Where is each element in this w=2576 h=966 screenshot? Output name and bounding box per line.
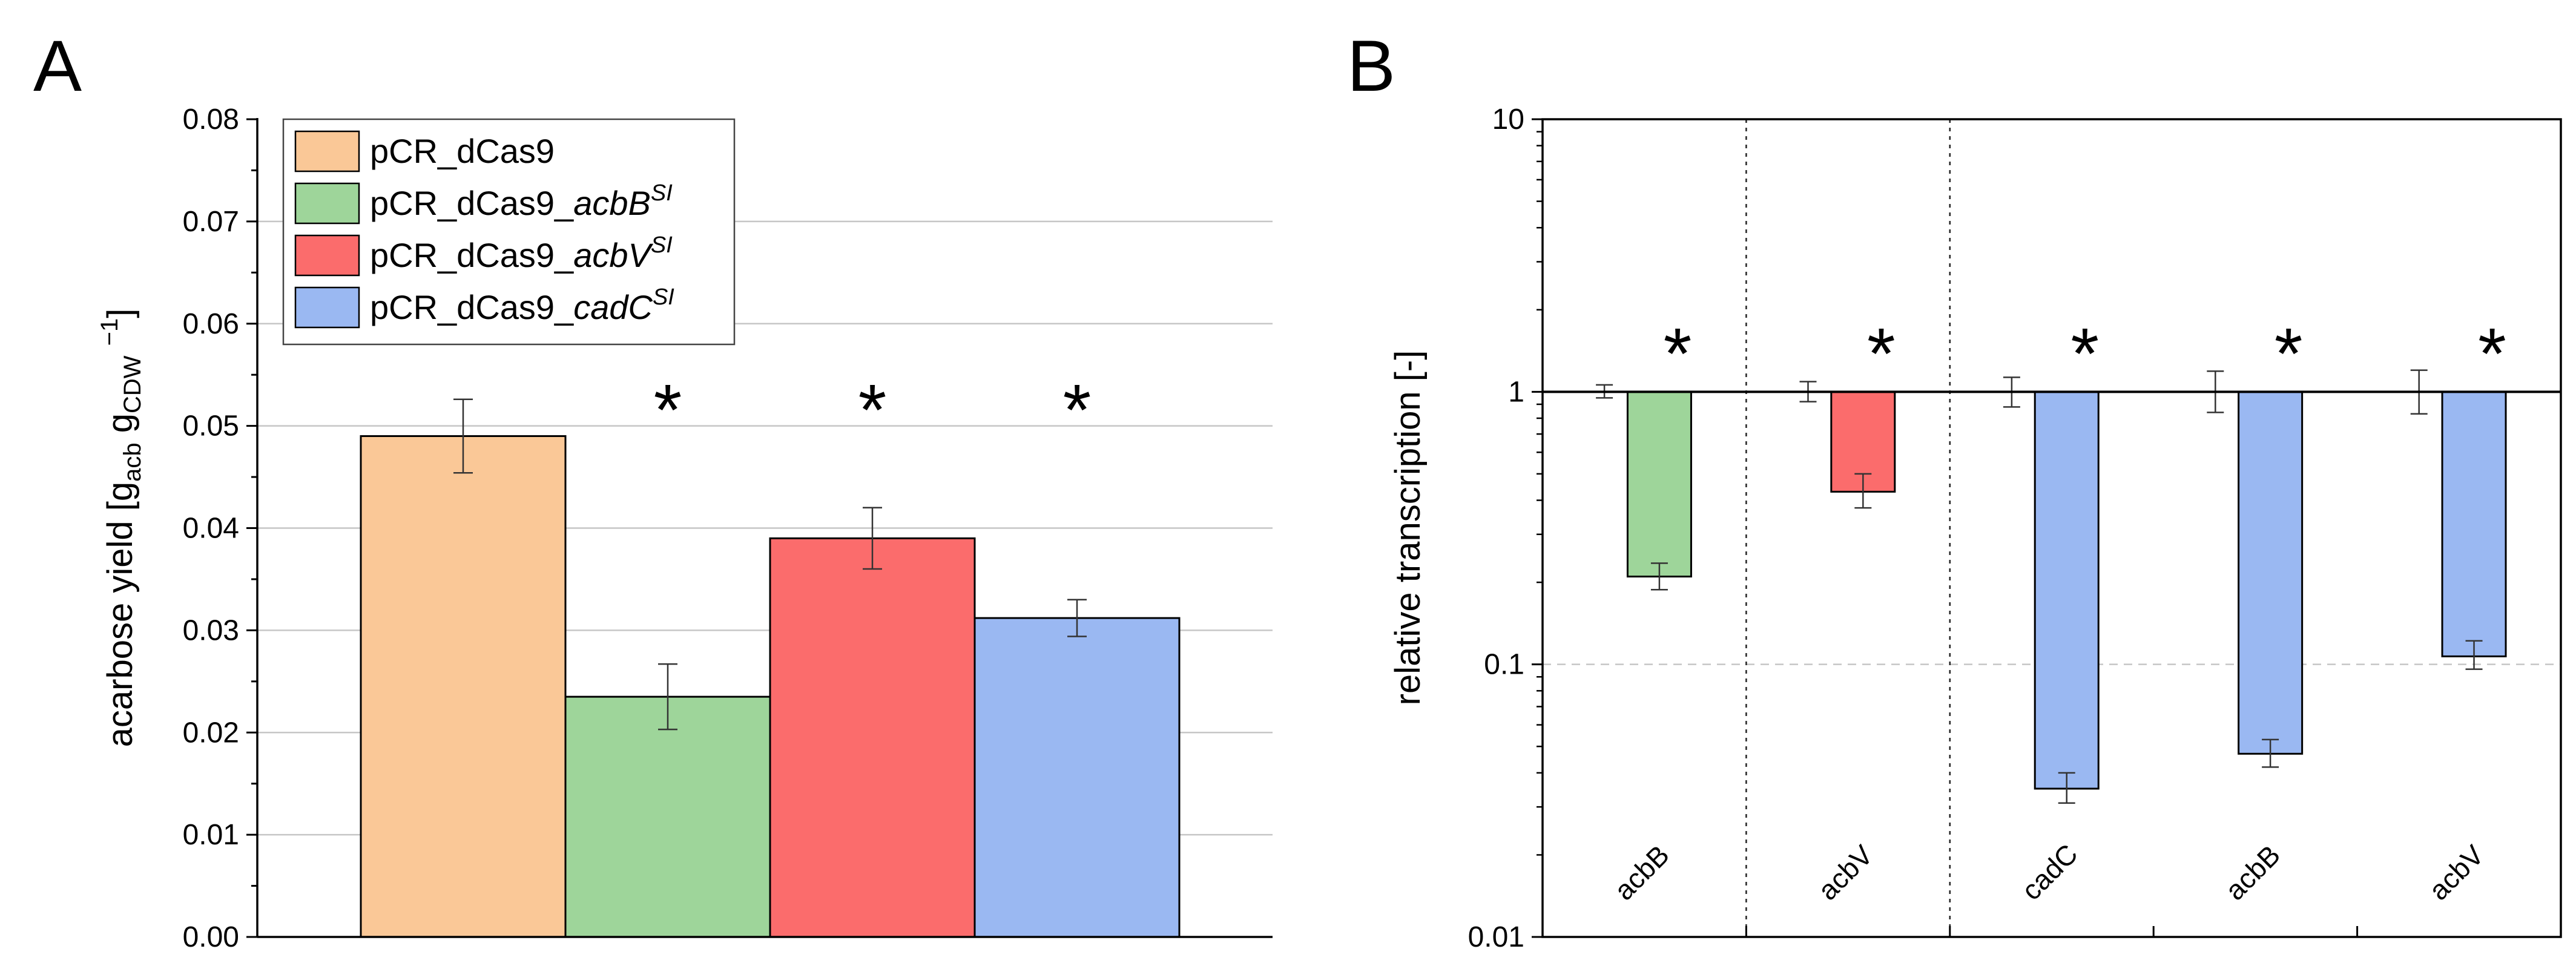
y-tick-label: 0.05 — [183, 410, 239, 442]
bar — [2441, 390, 2507, 657]
y-tick-label: 0.00 — [183, 921, 239, 953]
significance-star: * — [2275, 313, 2303, 394]
bar — [564, 695, 771, 938]
bar — [973, 617, 1181, 938]
panel-a-y-ticks: 0.00 0.01 0.02 0.03 0.04 0.05 0.06 0.07 0.08 — [183, 104, 257, 953]
y-tick-label: 1 — [1508, 376, 1524, 408]
y-tick-label: 0.01 — [1468, 921, 1524, 953]
panel-b-y-ticks: 0.01 0.1 1 10 — [1468, 104, 1543, 953]
significance-star: * — [654, 369, 682, 450]
category-label: acbV — [2423, 839, 2490, 906]
y-axis-title-part: ] — [100, 309, 140, 318]
panel-a-label: A — [33, 25, 82, 107]
y-tick-label: 10 — [1492, 104, 1524, 136]
y-tick-label: 0.07 — [183, 206, 239, 238]
legend-label: pCR_dCas9_acbBSI — [370, 180, 673, 222]
panel-b-category-labels: acbB acbV cadC acbB acbV — [1608, 838, 2490, 937]
y-tick-label: 0.04 — [183, 513, 239, 545]
y-tick-label: 0.01 — [183, 819, 239, 851]
y-tick-label: 0.1 — [1484, 649, 1524, 681]
panel-b-label: B — [1347, 25, 1395, 107]
panel-a-y-axis-title: acarbose yield [gacb gCDW −1] — [96, 309, 146, 748]
significance-star: * — [2070, 313, 2099, 394]
panel-b-axes — [1541, 118, 2562, 938]
bar — [2238, 390, 2304, 755]
panel-b-significance: * * * * * — [1664, 313, 2506, 394]
category-label: acbB — [2219, 839, 2286, 906]
bar — [2034, 390, 2100, 790]
legend-swatch — [294, 286, 360, 329]
significance-star: * — [2478, 313, 2506, 394]
panel-a-significance: * * * — [654, 369, 1092, 450]
significance-star: * — [1664, 313, 1692, 394]
legend-label: pCR_dCas9_acbVSI — [370, 232, 673, 274]
panel-b-y-axis-title: relative transcription [-] — [1388, 350, 1428, 706]
y-axis-title-part: acb — [119, 442, 146, 482]
y-axis-title-part — [100, 346, 140, 355]
legend-label: pCR_dCas9_cadCSI — [370, 284, 674, 326]
y-tick-label: 0.06 — [183, 308, 239, 340]
y-tick-label: 0.02 — [183, 717, 239, 749]
category-label: acbV — [1812, 839, 1879, 906]
y-axis-title-part: acarbose yield [g — [100, 482, 140, 747]
legend-label: pCR_dCas9 — [370, 132, 555, 170]
legend-swatch — [294, 234, 360, 277]
bar — [1626, 390, 1692, 578]
y-axis-title-part: CDW — [119, 355, 146, 413]
category-label: cadC — [2015, 838, 2084, 906]
category-label: acbB — [1608, 839, 1675, 906]
legend-swatch — [294, 130, 360, 172]
significance-star: * — [858, 369, 887, 450]
bar — [769, 537, 976, 938]
y-tick-label: 0.03 — [183, 614, 239, 646]
legend-swatch — [294, 182, 360, 225]
plot-frame — [1541, 118, 2562, 938]
significance-star: * — [1063, 369, 1092, 450]
y-axis-title-part: −1 — [96, 318, 123, 346]
y-tick-label: 0.08 — [183, 104, 239, 136]
y-axis-title-part: g — [100, 413, 140, 442]
bar — [360, 435, 567, 938]
panel-a-legend: pCR_dCas9 pCR_dCas9_acbBSI pCR_dCas9_acbVS… — [282, 118, 736, 346]
panel-b-bars — [1543, 369, 2561, 804]
panel-a-bars — [360, 398, 1181, 938]
significance-star: * — [1867, 313, 1896, 394]
